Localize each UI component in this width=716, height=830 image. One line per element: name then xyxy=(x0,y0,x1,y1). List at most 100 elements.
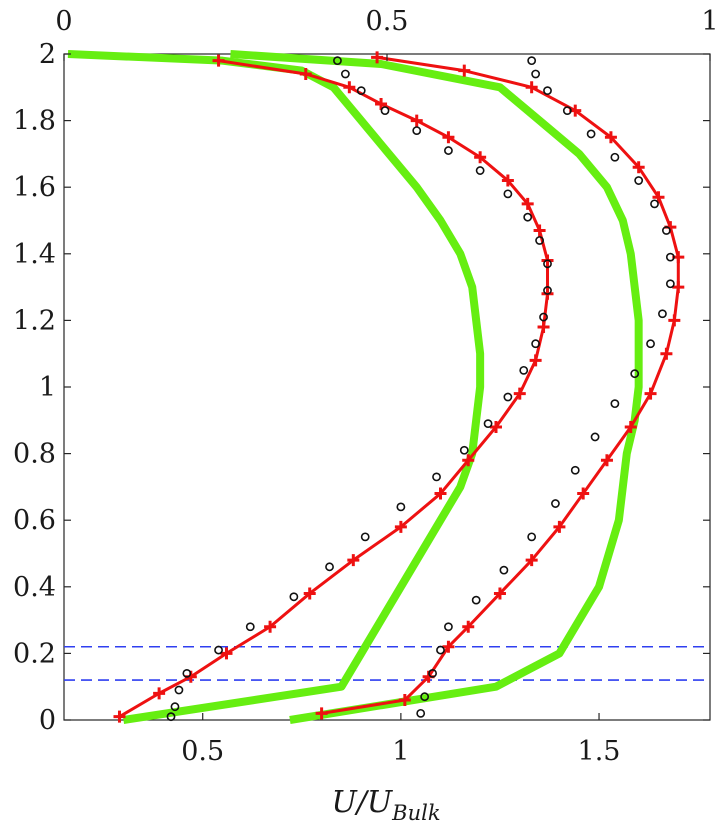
circle-marker xyxy=(416,708,426,718)
plus-marker xyxy=(537,321,550,334)
circle-marker xyxy=(503,189,513,199)
y-tick-label: 0.2 xyxy=(13,638,56,669)
circle-marker xyxy=(340,69,350,79)
circle-marker xyxy=(634,176,644,185)
circle-marker xyxy=(519,365,529,375)
circle-marker xyxy=(590,432,600,442)
x-tick-label: 1.5 xyxy=(578,736,621,767)
plus-marker xyxy=(113,710,126,723)
plus-marker xyxy=(434,487,447,500)
y-tick-label: 0.8 xyxy=(13,439,56,470)
x-axis-title-sub: Bulk xyxy=(391,801,440,825)
top-x-tick-label: 1 xyxy=(701,6,716,37)
top-x-tick-label: 0.5 xyxy=(366,6,409,37)
circle-marker xyxy=(333,56,342,66)
circle-marker xyxy=(174,685,184,695)
plus-marker xyxy=(394,520,407,533)
circle-marker xyxy=(630,369,640,379)
plus-marker xyxy=(462,454,475,467)
y-tick-label: 0.4 xyxy=(13,572,56,603)
circle-marker xyxy=(662,226,671,235)
y-tick-label: 1.6 xyxy=(13,172,56,203)
circle-marker xyxy=(499,565,509,575)
plus-marker xyxy=(521,197,534,210)
series-6 xyxy=(416,56,675,718)
circle-marker xyxy=(459,445,469,455)
series-2 xyxy=(230,50,643,724)
circle-marker xyxy=(646,339,655,349)
circle-marker xyxy=(380,106,390,116)
plus-marker xyxy=(398,694,411,707)
circle-marker xyxy=(412,126,422,135)
plus-marker xyxy=(577,487,590,500)
axes: 0 0.2 0.4 0.6 0.8 1 1.2 1.4 1.6 1.8 2 0.5 1 1.5 0 0.5 1 xyxy=(13,6,716,767)
plus-marker xyxy=(533,224,546,237)
plus-marker xyxy=(489,420,502,433)
plus-marker xyxy=(442,131,455,144)
plus-marker xyxy=(525,554,538,567)
circle-marker xyxy=(289,592,299,602)
circle-marker xyxy=(658,309,667,319)
plus-marker xyxy=(343,81,356,94)
circle-marker xyxy=(325,562,334,572)
plus-marker xyxy=(458,64,471,77)
circle-marker xyxy=(214,645,223,655)
circle-marker xyxy=(539,312,548,322)
circle-marker xyxy=(610,399,620,409)
circle-marker xyxy=(523,212,533,222)
plus-marker xyxy=(212,54,225,67)
data-series xyxy=(67,50,685,724)
plus-marker xyxy=(529,354,542,367)
circle-marker xyxy=(535,236,544,245)
y-tick-label: 0.6 xyxy=(13,505,56,536)
series-1 xyxy=(67,50,485,724)
circle-marker xyxy=(182,668,192,678)
circle-marker xyxy=(531,69,541,79)
circle-marker xyxy=(543,286,552,295)
circle-marker xyxy=(360,532,370,542)
plus-marker xyxy=(660,347,673,360)
series-3 xyxy=(113,54,554,723)
x-tick-label: 0.5 xyxy=(181,736,224,767)
circle-marker xyxy=(166,712,176,722)
plus-marker xyxy=(672,281,685,294)
plus-marker xyxy=(299,67,312,80)
plus-marker xyxy=(474,151,487,164)
circle-marker xyxy=(610,152,620,162)
circle-marker xyxy=(356,86,366,96)
circle-marker xyxy=(475,166,485,175)
y-tick-label: 0 xyxy=(39,705,56,736)
circle-marker xyxy=(551,499,560,508)
plus-marker xyxy=(553,520,566,533)
circle-marker xyxy=(570,465,580,475)
plus-marker xyxy=(462,620,475,633)
circle-marker xyxy=(543,86,552,96)
plus-marker xyxy=(442,640,455,653)
plus-marker xyxy=(513,387,526,400)
y-tick-label: 1.2 xyxy=(13,305,56,336)
circle-marker xyxy=(420,692,430,702)
circle-marker xyxy=(665,252,675,262)
circle-marker xyxy=(665,279,675,289)
y-tick-label: 1.4 xyxy=(13,239,56,270)
circle-marker xyxy=(396,502,406,512)
circle-marker xyxy=(527,532,537,542)
series-line xyxy=(230,50,643,724)
circle-marker xyxy=(471,595,481,605)
plus-marker xyxy=(410,114,423,127)
series-line xyxy=(321,55,680,715)
circle-marker xyxy=(436,645,445,655)
circle-marker xyxy=(543,259,552,269)
plus-marker xyxy=(315,707,328,720)
series-line xyxy=(67,50,485,724)
reference-lines xyxy=(64,645,710,681)
circle-marker xyxy=(527,56,537,66)
y-tick-label: 2 xyxy=(39,39,56,70)
y-tick-label: 1 xyxy=(39,372,56,403)
circle-marker xyxy=(503,392,513,402)
circle-marker xyxy=(586,129,596,139)
plus-marker xyxy=(375,97,388,110)
top-x-tick-label: 0 xyxy=(55,6,72,37)
plus-marker xyxy=(632,161,645,174)
